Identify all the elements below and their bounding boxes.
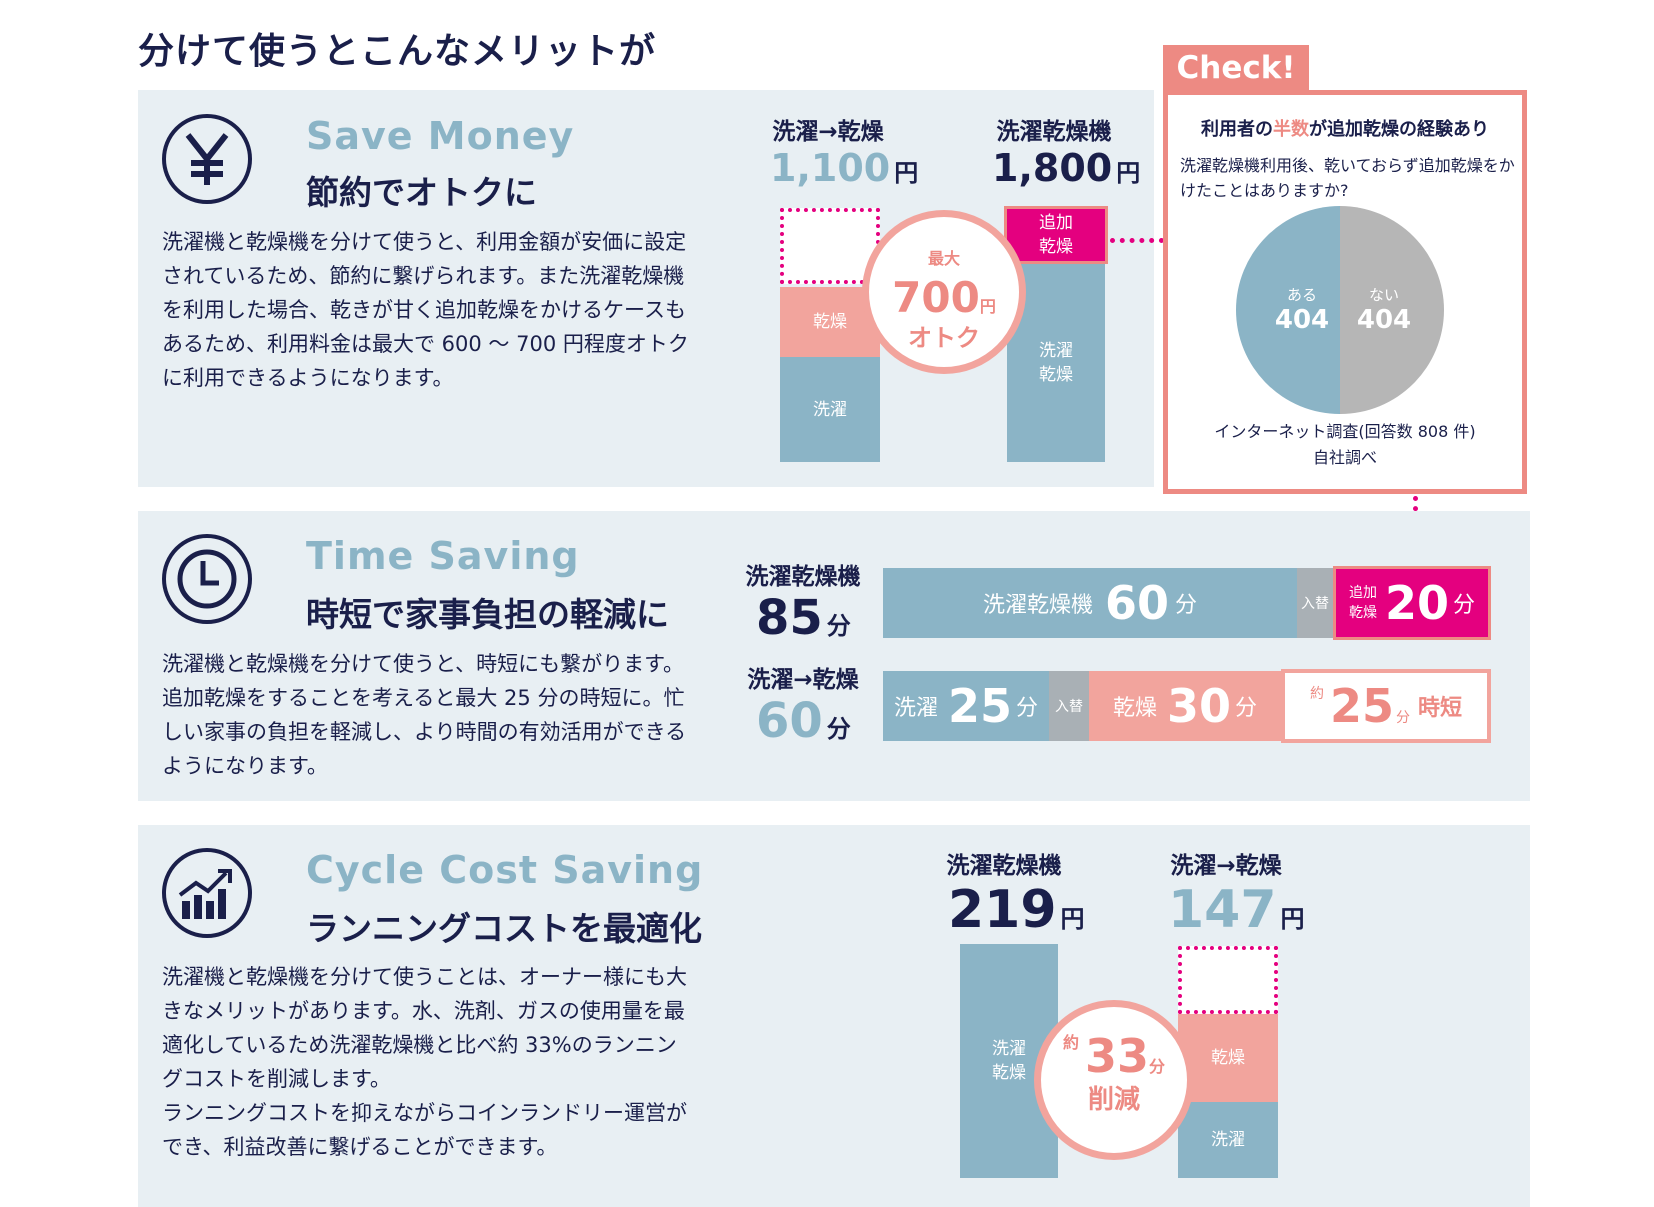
- yen-icon: [162, 114, 252, 204]
- time-saving-subtitle: 時短で家事負担の軽減に: [306, 595, 669, 634]
- check-source: インターネット調査(回答数 808 件): [1214, 422, 1476, 441]
- time-saving-title: Time Saving: [306, 534, 580, 578]
- cycle-cost-title: Cycle Cost Saving: [306, 848, 704, 892]
- save-money-subtitle: 節約でオトクに: [306, 173, 537, 212]
- time-row2-total: 60 分: [756, 693, 851, 749]
- page-title: 分けて使うとこんなメリットが: [138, 31, 657, 72]
- clock-icon: [162, 534, 252, 624]
- time-row2-label: 洗濯→乾燥: [747, 667, 859, 693]
- cycle-cost-panel: [138, 825, 1530, 1207]
- check-title: 利用者の半数が追加乾燥の経験あり: [1201, 119, 1489, 140]
- time-bar-dry: 乾燥 30 分: [1089, 671, 1281, 741]
- cycle-cost-body: 洗濯機と乾燥機を分けて使うことは、オーナー様にも大きなメリットがあります。水、洗…: [162, 965, 687, 1159]
- growth-chart-icon: [162, 848, 252, 938]
- pie-slice-no: [1340, 206, 1444, 414]
- check-tab: Check!: [1163, 45, 1309, 91]
- cycle-saved-dotted-box: [1178, 946, 1278, 1014]
- save-money-body: 洗濯機と乾燥機を分けて使うと、利用金額が安価に設定されているため、節約に繋げられ…: [162, 230, 689, 390]
- cycle-bar-dry: 乾燥: [1178, 1014, 1278, 1102]
- time-swap-1: 入替: [1297, 568, 1333, 638]
- cycle-right-price: 147 円: [1168, 880, 1305, 940]
- cycle-save-badge: 約 33分 削減: [1034, 1000, 1194, 1160]
- time-row1-label: 洗濯乾燥機: [745, 564, 861, 590]
- time-bar-extra: 追加 乾燥 20 分: [1333, 566, 1491, 640]
- check-pie-chart: [1236, 206, 1444, 414]
- money-left-label: 洗濯→乾燥: [772, 119, 884, 145]
- money-bar-wash: 洗濯: [780, 357, 880, 462]
- cycle-right-label: 洗濯→乾燥: [1170, 853, 1282, 879]
- time-row1-total: 85 分: [756, 590, 851, 646]
- time-swap-2: 入替: [1049, 671, 1089, 741]
- money-right-label: 洗濯乾燥機: [996, 119, 1112, 145]
- time-bar-washdry: 洗濯乾燥機 60 分: [883, 568, 1297, 638]
- cycle-cost-subtitle: ランニングコストを最適化: [306, 909, 702, 948]
- time-bar-wash: 洗濯 25 分: [883, 671, 1049, 741]
- pie-slice-yes: [1236, 206, 1340, 414]
- money-left-price: 1,100 円: [770, 146, 919, 190]
- money-right-price: 1,800 円: [992, 146, 1141, 190]
- check-question: 洗濯乾燥機利用後、乾いておらず追加乾燥をかけたことはありますか?: [1180, 156, 1515, 200]
- money-extra-dry: 追加 乾燥: [1004, 206, 1108, 264]
- cycle-bar-wash: 洗濯: [1178, 1102, 1278, 1178]
- time-saved-box: 約 25 分 時短: [1281, 669, 1491, 743]
- money-saved-dotted-box: [780, 208, 880, 284]
- cycle-left-price: 219 円: [948, 880, 1085, 940]
- check-source2: 自社調べ: [1312, 448, 1377, 467]
- time-saving-panel: [138, 511, 1530, 801]
- check-connector-h: [1110, 238, 1164, 243]
- pie-no-label: ない 404: [1356, 286, 1412, 335]
- save-money-title: Save Money: [306, 114, 575, 158]
- time-saving-body: 洗濯機と乾燥機を分けて使うと、時短にも繋がります。追加乾燥をすることを考えると最…: [162, 652, 687, 778]
- money-save-badge: 最大 700円 オトク: [862, 210, 1026, 374]
- pie-yes-label: ある 404: [1274, 286, 1330, 335]
- cycle-left-label: 洗濯乾燥機: [946, 853, 1062, 879]
